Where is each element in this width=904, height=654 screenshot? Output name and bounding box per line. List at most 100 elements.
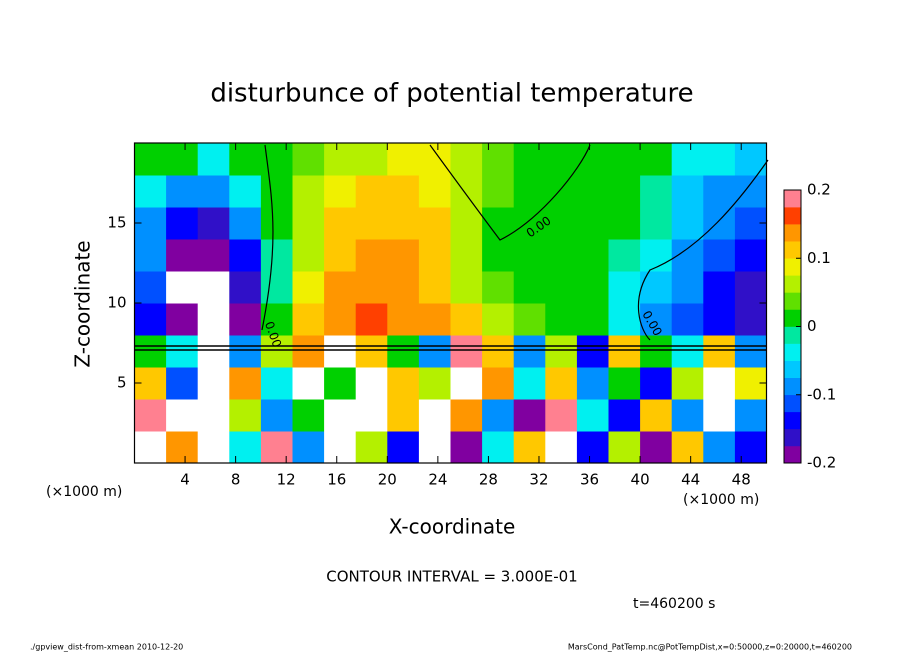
- cell: [608, 143, 641, 176]
- cell: [513, 175, 546, 208]
- cell: [387, 303, 420, 336]
- cell: [229, 303, 262, 336]
- cell: [418, 431, 451, 463]
- cell: [576, 367, 609, 400]
- cell: [703, 303, 736, 336]
- cell: [387, 239, 420, 272]
- cell: [640, 271, 673, 304]
- cell: [134, 303, 167, 336]
- cell: [450, 367, 483, 400]
- cell: [513, 367, 546, 400]
- cell: [671, 303, 704, 336]
- cell: [229, 143, 262, 176]
- cell: [513, 303, 546, 336]
- cell: [197, 367, 230, 400]
- cell: [197, 271, 230, 304]
- x-tick-label: 8: [231, 471, 241, 489]
- cell: [734, 303, 767, 336]
- cell: [229, 367, 262, 400]
- cell: [166, 239, 199, 272]
- cell: [355, 271, 388, 304]
- cell: [134, 175, 167, 208]
- cell: [387, 367, 420, 400]
- cell: [355, 143, 388, 176]
- cell: [703, 175, 736, 208]
- cell: [734, 431, 767, 463]
- cell: [418, 271, 451, 304]
- cell: [260, 367, 293, 400]
- cell: [260, 239, 293, 272]
- cell: [166, 367, 199, 400]
- cell: [576, 143, 609, 176]
- cell: [482, 335, 515, 368]
- cell: [260, 143, 293, 176]
- colorbar-tick-label: -0.1: [807, 385, 836, 403]
- cell: [450, 143, 483, 176]
- cell: [387, 271, 420, 304]
- colorbar-band: [784, 343, 801, 361]
- cell: [640, 175, 673, 208]
- cell: [513, 239, 546, 272]
- cell: [640, 207, 673, 240]
- cell: [292, 207, 325, 240]
- contour-interval: CONTOUR INTERVAL = 3.000E-01: [326, 568, 577, 586]
- colorbar-band: [784, 326, 801, 344]
- colorbar-band: [784, 360, 801, 378]
- cell: [671, 239, 704, 272]
- colorbar-tick-label: 0.1: [807, 249, 831, 267]
- cell: [324, 239, 357, 272]
- cell: [576, 239, 609, 272]
- cell: [576, 303, 609, 336]
- cell: [387, 143, 420, 176]
- colorbar-band: [784, 428, 801, 447]
- cell: [545, 335, 578, 368]
- cell: [671, 367, 704, 400]
- cell: [355, 399, 388, 432]
- cell: [197, 431, 230, 463]
- cell: [608, 367, 641, 400]
- contour-line: [134, 345, 767, 351]
- footer-left: ./gpview_dist-from-xmean 2010-12-20: [30, 643, 183, 652]
- cell: [324, 271, 357, 304]
- x-tick-label: 36: [580, 471, 599, 489]
- x-tick-label: 48: [732, 471, 751, 489]
- cell: [608, 431, 641, 463]
- cell: [671, 207, 704, 240]
- cell: [545, 239, 578, 272]
- contour-line: [261, 144, 769, 341]
- cell: [292, 431, 325, 463]
- cell: [324, 207, 357, 240]
- cell: [671, 335, 704, 368]
- cell: [576, 207, 609, 240]
- cell: [545, 207, 578, 240]
- cell: [703, 143, 736, 176]
- cell: [197, 207, 230, 240]
- cell: [513, 271, 546, 304]
- colorbar-band: [784, 224, 801, 242]
- cell: [355, 431, 388, 463]
- cell: [545, 367, 578, 400]
- colorbar-tick-label: 0.2: [807, 181, 831, 199]
- colorbar-band: [784, 394, 801, 413]
- cell: [513, 431, 546, 463]
- cell: [197, 335, 230, 368]
- cell: [640, 431, 673, 463]
- cell: [545, 175, 578, 208]
- cell: [671, 399, 704, 432]
- cell: [608, 303, 641, 336]
- cell: [450, 207, 483, 240]
- field: [134, 143, 767, 463]
- cell: [324, 367, 357, 400]
- cell: [166, 175, 199, 208]
- cell: [640, 239, 673, 272]
- cell: [292, 175, 325, 208]
- cell: [482, 303, 515, 336]
- cell: [482, 239, 515, 272]
- x-axis-label: X-coordinate: [389, 515, 516, 539]
- cell: [608, 207, 641, 240]
- colorbar-band: [784, 258, 801, 276]
- x-tick-label: 28: [479, 471, 498, 489]
- cell: [513, 399, 546, 432]
- cell: [229, 239, 262, 272]
